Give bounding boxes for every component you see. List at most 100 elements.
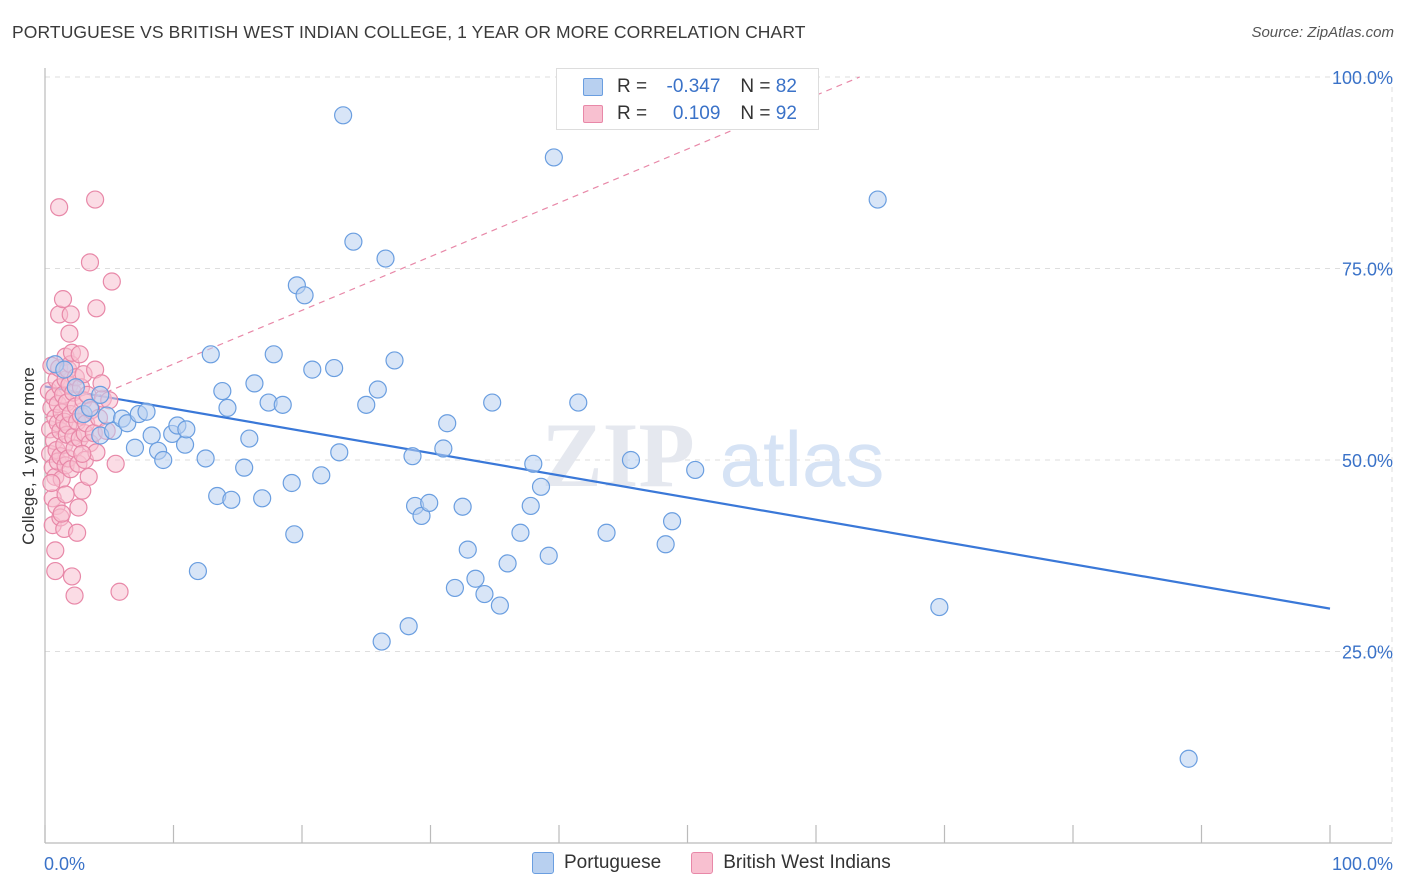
point-portuguese: [498, 554, 517, 573]
point-portuguese: [621, 450, 641, 470]
point-portuguese: [245, 374, 264, 393]
point-british-west-indians: [68, 523, 87, 542]
point-british-west-indians: [52, 504, 71, 523]
point-portuguese: [458, 540, 477, 559]
legend-r-label: R =: [617, 103, 648, 124]
point-portuguese: [97, 406, 116, 425]
point-portuguese: [196, 449, 215, 468]
point-portuguese: [524, 454, 543, 473]
point-portuguese: [175, 435, 195, 454]
trend-line-british-west-indians: [44, 76, 860, 419]
legend-n-value: 82: [775, 76, 797, 97]
point-portuguese: [91, 385, 110, 404]
grid-layer: [45, 76, 1393, 843]
series-legend-portuguese: Portuguese: [532, 852, 661, 874]
point-portuguese: [490, 596, 509, 615]
point-portuguese: [253, 489, 272, 508]
point-portuguese: [334, 106, 353, 125]
legend-n-label: N =: [740, 103, 771, 124]
point-portuguese: [312, 466, 331, 485]
series-swatch-british-west-indians: [691, 852, 714, 874]
point-portuguese: [420, 493, 439, 512]
trend-line-portuguese: [44, 385, 1331, 610]
point-portuguese: [656, 535, 675, 554]
point-british-west-indians: [70, 345, 89, 364]
point-portuguese: [330, 443, 349, 462]
axis-layer: 25.0% 50.0% 75.0% 100.0% 0.0% 100.0%: [44, 68, 1393, 874]
point-british-west-indians: [79, 467, 98, 486]
point-portuguese: [511, 523, 530, 542]
point-portuguese: [372, 632, 391, 651]
point-portuguese: [264, 345, 283, 364]
point-british-west-indians: [87, 299, 106, 318]
point-portuguese: [177, 420, 196, 439]
point-portuguese: [213, 381, 232, 401]
point-portuguese: [218, 398, 237, 418]
point-portuguese: [295, 286, 314, 305]
legend-r-value: -0.347: [666, 76, 721, 97]
point-portuguese: [344, 232, 363, 251]
legend-box: R = -0.347 N = 82 R = 0.109 N = 92: [556, 68, 819, 130]
watermark-atlas: atlas: [720, 415, 885, 503]
point-portuguese: [868, 190, 887, 209]
point-portuguese: [125, 438, 145, 457]
y-tick-label: 100.0%: [1332, 68, 1393, 88]
point-british-west-indians: [65, 586, 84, 605]
point-portuguese: [357, 395, 376, 414]
legend-r-label: R =: [617, 76, 648, 97]
point-portuguese: [531, 477, 551, 496]
point-portuguese: [686, 460, 705, 480]
point-portuguese: [104, 421, 123, 440]
point-portuguese: [662, 512, 682, 531]
y-tick-label: 75.0%: [1342, 260, 1393, 280]
point-british-west-indians: [53, 290, 73, 309]
point-portuguese: [142, 426, 161, 445]
x-tick-label: 100.0%: [1332, 854, 1393, 874]
point-british-west-indians: [61, 305, 80, 324]
point-portuguese: [188, 561, 208, 581]
legend-swatch-british-west-indians: [583, 105, 603, 123]
point-british-west-indians: [73, 444, 92, 463]
legend-n-value: 92: [775, 103, 797, 124]
point-portuguese: [466, 569, 485, 588]
point-british-west-indians: [69, 498, 88, 517]
trend-layer: [44, 76, 1331, 610]
point-portuguese: [240, 429, 259, 448]
point-portuguese: [438, 414, 457, 433]
point-british-west-indians: [106, 454, 125, 473]
point-portuguese: [544, 148, 563, 167]
series-legend-british-west-indians: British West Indians: [691, 852, 891, 874]
point-british-west-indians: [62, 567, 82, 586]
point-portuguese: [1179, 749, 1198, 768]
point-portuguese: [453, 497, 472, 516]
point-british-west-indians: [86, 190, 105, 209]
point-british-west-indians: [46, 541, 65, 560]
y-tick-label: 25.0%: [1342, 643, 1393, 663]
legend-r-value: 0.109: [672, 103, 721, 124]
point-portuguese: [539, 546, 558, 565]
point-british-west-indians: [46, 561, 65, 581]
point-british-west-indians: [60, 324, 79, 343]
source-label: Source: ZipAtlas.com: [1251, 24, 1394, 41]
series-label-portuguese: Portuguese: [564, 852, 662, 873]
point-british-west-indians: [50, 198, 69, 217]
y-axis-label: College, 1 year or more: [19, 367, 38, 545]
point-british-west-indians: [56, 485, 75, 504]
point-portuguese: [521, 496, 540, 516]
x-tick-label: 0.0%: [44, 854, 85, 874]
point-portuguese: [403, 447, 422, 466]
point-portuguese: [399, 617, 418, 636]
point-portuguese: [445, 578, 465, 598]
y-tick-label: 50.0%: [1342, 451, 1393, 471]
point-layer: [39, 106, 1198, 768]
point-british-west-indians: [42, 473, 61, 493]
point-portuguese: [475, 584, 494, 604]
point-portuguese: [235, 458, 254, 477]
point-portuguese: [930, 597, 949, 617]
point-portuguese: [222, 490, 241, 509]
point-portuguese: [385, 351, 404, 370]
point-portuguese: [55, 360, 74, 379]
point-portuguese: [66, 378, 85, 397]
legend-n-label: N =: [740, 76, 771, 97]
